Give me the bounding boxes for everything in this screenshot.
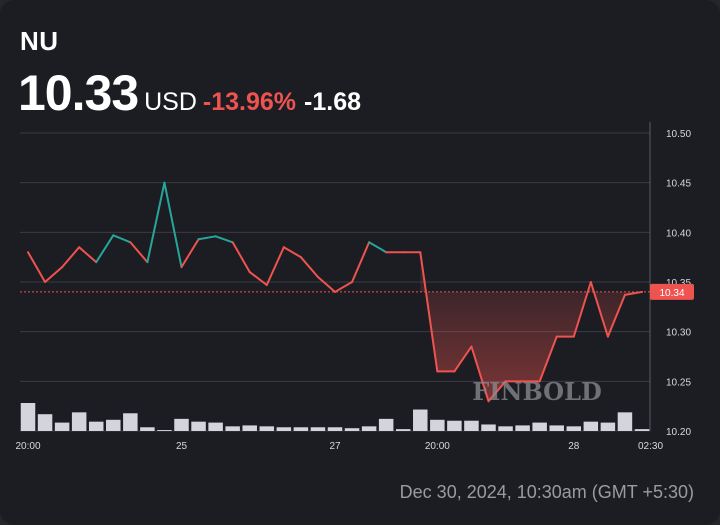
- price-line-segment: [334, 281, 354, 293]
- volume-bar: [327, 427, 343, 431]
- x-tick-label: 25: [176, 441, 188, 452]
- price-line-segment: [163, 181, 183, 269]
- price-line-segment: [248, 271, 268, 286]
- volume-bar: [140, 427, 155, 431]
- volume-bar: [447, 420, 462, 431]
- price-line-segment: [453, 345, 473, 373]
- change-percent: -13.96%: [202, 88, 297, 116]
- volume-bar: [106, 419, 121, 431]
- volume-bar: [71, 412, 87, 431]
- volume-bar: [191, 421, 206, 431]
- volume-bar: [634, 429, 650, 431]
- price-line-segment: [44, 266, 64, 283]
- volume-bar: [123, 413, 138, 431]
- timestamp: Dec 30, 2024, 10:30am (GMT +5:30): [399, 482, 694, 502]
- price-line-segment: [129, 241, 149, 264]
- volume-bar: [259, 426, 275, 431]
- currency-label: USD: [144, 88, 197, 116]
- volume-bar: [600, 422, 616, 431]
- price-line-segment: [180, 238, 200, 269]
- current-price: 10.33: [18, 65, 139, 121]
- x-tick-label: 27: [329, 441, 341, 452]
- price-line-segment: [606, 293, 626, 338]
- price-line-segment: [197, 235, 217, 241]
- price-line-segment: [419, 251, 439, 373]
- price-line-segment: [487, 380, 507, 403]
- volume-bar: [378, 418, 394, 431]
- y-tick-label: 10.45: [666, 179, 691, 190]
- volume-bar: [583, 421, 599, 431]
- price-line-segment: [470, 345, 490, 403]
- price-line-segment: [368, 241, 388, 254]
- price-row: 10.33 USD -13.96% -1.68: [18, 64, 361, 122]
- y-tick-label: 10.30: [666, 328, 691, 339]
- down-area-shading: [420, 252, 642, 402]
- price-line-segment: [316, 276, 336, 293]
- y-tick-label: 10.25: [666, 377, 691, 388]
- volume-bar: [54, 422, 70, 431]
- volume-bar: [515, 425, 530, 431]
- volume-bar: [174, 418, 189, 431]
- last-price-tag: [650, 283, 694, 300]
- x-tick-label: 20:00: [15, 441, 40, 452]
- volume-bar: [37, 414, 53, 431]
- price-line-segment: [214, 235, 234, 244]
- price-line-segment: [299, 256, 319, 279]
- volume-bar: [293, 427, 309, 431]
- volume-bar: [413, 409, 428, 431]
- volume-bar: [566, 426, 582, 431]
- volume-bar: [464, 420, 479, 431]
- price-line-segment: [589, 281, 609, 338]
- change-absolute: -1.68: [304, 88, 362, 116]
- price-line-segment: [146, 181, 166, 264]
- volume-bar: [617, 412, 633, 431]
- volume-bar: [242, 425, 257, 431]
- y-tick-label: 10.20: [666, 427, 691, 438]
- volume-bar: [395, 429, 411, 431]
- y-tick-label: 10.35: [666, 278, 691, 289]
- y-tick-label: 10.50: [666, 129, 691, 140]
- price-line-segment: [623, 290, 643, 296]
- volume-bar: [344, 428, 360, 431]
- y-tick-label: 10.40: [666, 228, 691, 239]
- price-line-segment: [95, 234, 115, 264]
- x-tick-label: 02:30: [638, 441, 663, 452]
- volume-bar: [430, 419, 445, 431]
- volume-bar: [310, 427, 326, 431]
- volume-bar: [498, 426, 513, 431]
- volume-bar: [157, 430, 172, 431]
- x-tick-label: 28: [568, 441, 580, 452]
- price-line-segment: [538, 335, 558, 383]
- x-tick-label: 20:00: [425, 441, 450, 452]
- volume-bar: [361, 426, 377, 431]
- price-line-segment: [112, 234, 132, 244]
- price-line-segment: [231, 241, 251, 274]
- volume-bar: [225, 426, 240, 431]
- volume-bar: [481, 424, 496, 431]
- volume-bar: [532, 422, 547, 431]
- price-line-segment: [282, 246, 302, 259]
- price-line-segment: [27, 251, 47, 283]
- volume-bar: [208, 422, 223, 431]
- price-line-segment: [351, 241, 371, 283]
- volume-bar: [276, 427, 292, 431]
- price-line-segment: [61, 246, 81, 269]
- price-line-segment: [572, 281, 592, 338]
- price-line-segment: [78, 246, 98, 264]
- volume-bar: [20, 403, 36, 431]
- volume-bar: [549, 425, 564, 431]
- finbold-watermark: FINBOLD: [472, 377, 602, 406]
- last-price-label: 10.34: [659, 288, 684, 299]
- price-line-segment: [265, 246, 285, 286]
- volume-bar: [88, 421, 104, 431]
- ticker-symbol: NU: [20, 26, 59, 56]
